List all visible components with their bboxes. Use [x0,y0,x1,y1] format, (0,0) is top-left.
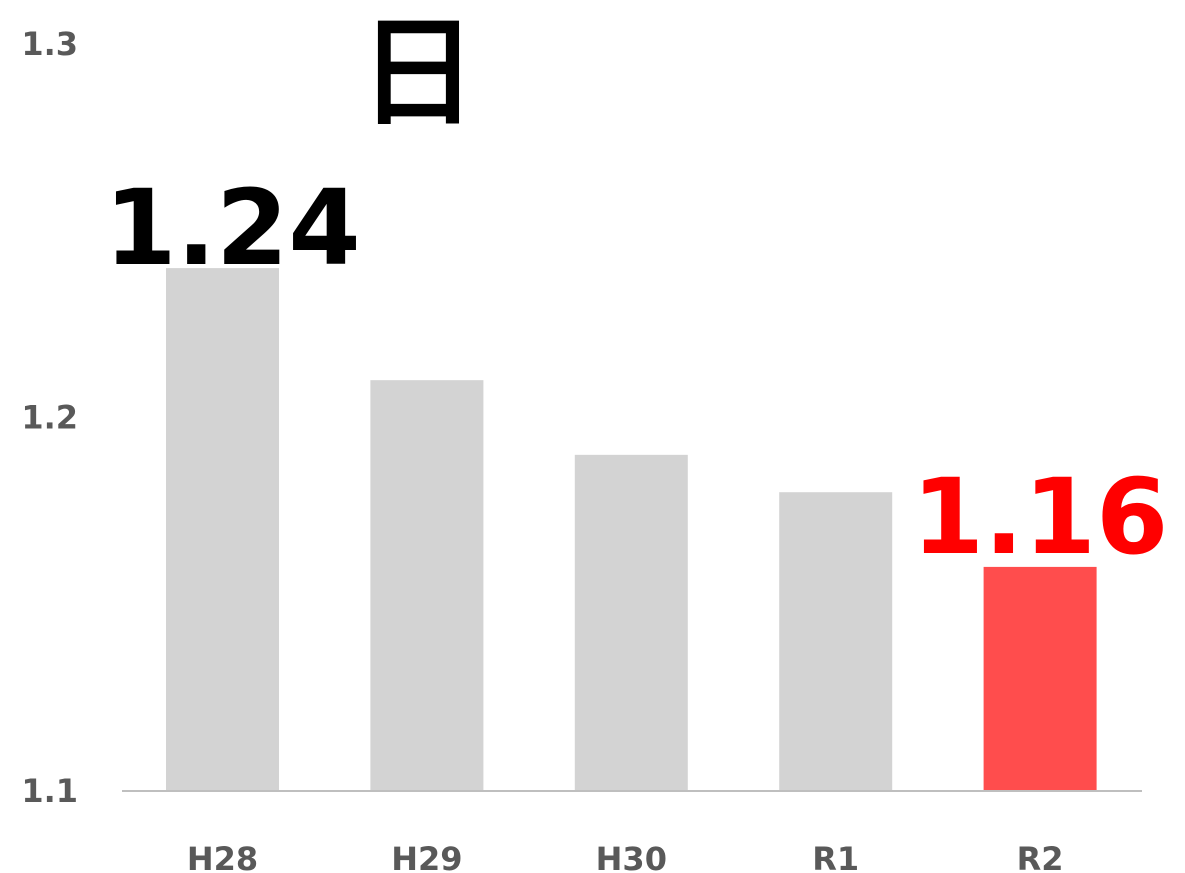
data-label-h28: 1.24 [104,167,361,289]
data-labels: 1.24 1.16 [104,167,1168,578]
x-axis-ticks: H28 H29 H30 R1 R2 [187,840,1064,873]
bar-h29 [370,380,484,791]
bars [166,268,1097,792]
x-tick-label: R1 [812,840,859,873]
bar-r1 [779,492,893,791]
bar-h28 [166,268,279,792]
data-label-r2: 1.16 [912,456,1169,578]
y-tick-label: 1.3 [21,25,78,63]
x-tick-label: H29 [391,840,462,873]
x-tick-label: H28 [187,840,258,873]
y-axis-ticks: 1.1 1.2 1.3 [21,25,78,810]
bar-h30 [574,454,688,791]
y-tick-label: 1.2 [21,399,78,437]
x-tick-label: R2 [1017,840,1064,873]
x-tick-label: H30 [596,840,667,873]
unit-label: 日 [359,4,477,142]
y-tick-label: 1.1 [21,772,78,810]
bar-r2 [983,566,1097,791]
